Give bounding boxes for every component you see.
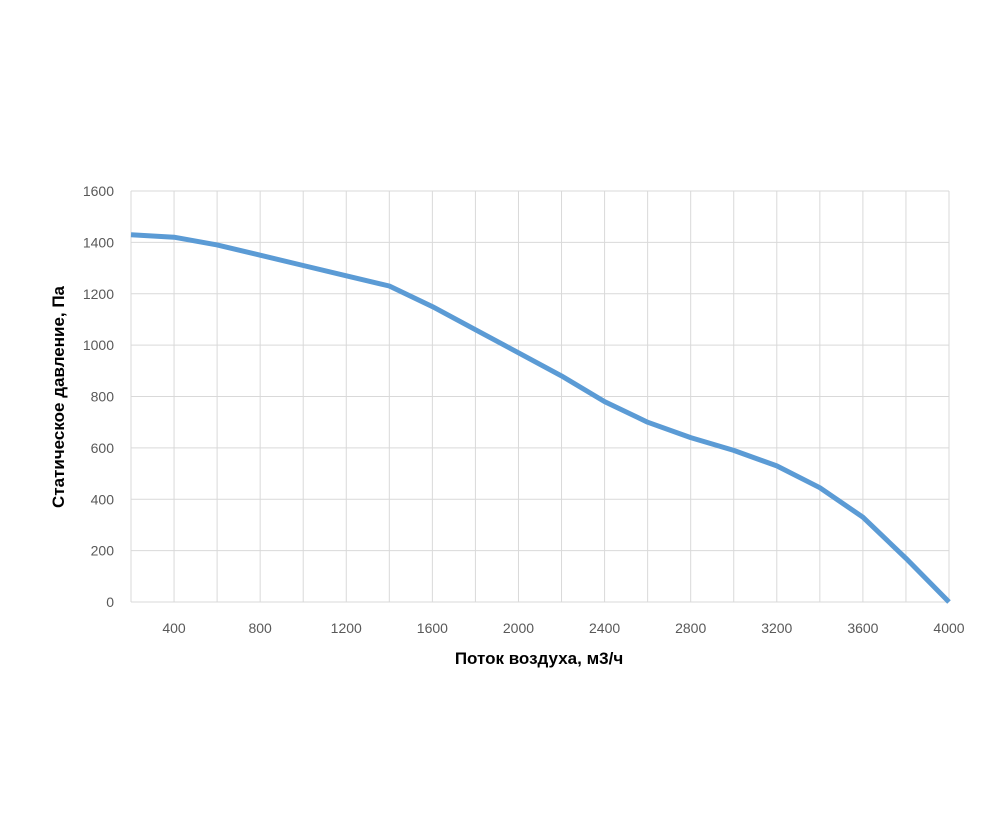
y-tick-label: 800 xyxy=(91,389,115,405)
y-tick-label: 1200 xyxy=(83,286,114,302)
x-axis-title: Поток воздуха, м3/ч xyxy=(455,649,623,668)
x-tick-label: 4000 xyxy=(933,620,964,636)
x-tick-label: 3600 xyxy=(847,620,878,636)
y-tick-label: 400 xyxy=(91,491,115,507)
y-tick-label: 200 xyxy=(91,543,115,559)
x-tick-label: 800 xyxy=(248,620,272,636)
y-axis-ticks: 0 200 400 600 800 1000 1200 1400 1600 xyxy=(83,183,114,610)
y-tick-label: 1400 xyxy=(83,234,114,250)
series-layer xyxy=(131,235,949,603)
y-tick-label: 600 xyxy=(91,440,115,456)
x-tick-label: 400 xyxy=(162,620,186,636)
y-axis-title: Статическое давление, Па xyxy=(49,285,68,508)
x-tick-label: 1600 xyxy=(417,620,448,636)
y-tick-label: 1600 xyxy=(83,183,114,199)
x-axis-ticks: 400 800 1200 1600 2000 2400 2800 3200 3600 4000 xyxy=(162,620,964,636)
x-tick-label: 2000 xyxy=(503,620,534,636)
series-line xyxy=(131,235,949,602)
x-tick-label: 2800 xyxy=(675,620,706,636)
x-tick-label: 2400 xyxy=(589,620,620,636)
y-tick-label: 1000 xyxy=(83,337,114,353)
x-tick-label: 3200 xyxy=(761,620,792,636)
y-tick-label: 0 xyxy=(106,594,114,610)
x-tick-label: 1200 xyxy=(331,620,362,636)
